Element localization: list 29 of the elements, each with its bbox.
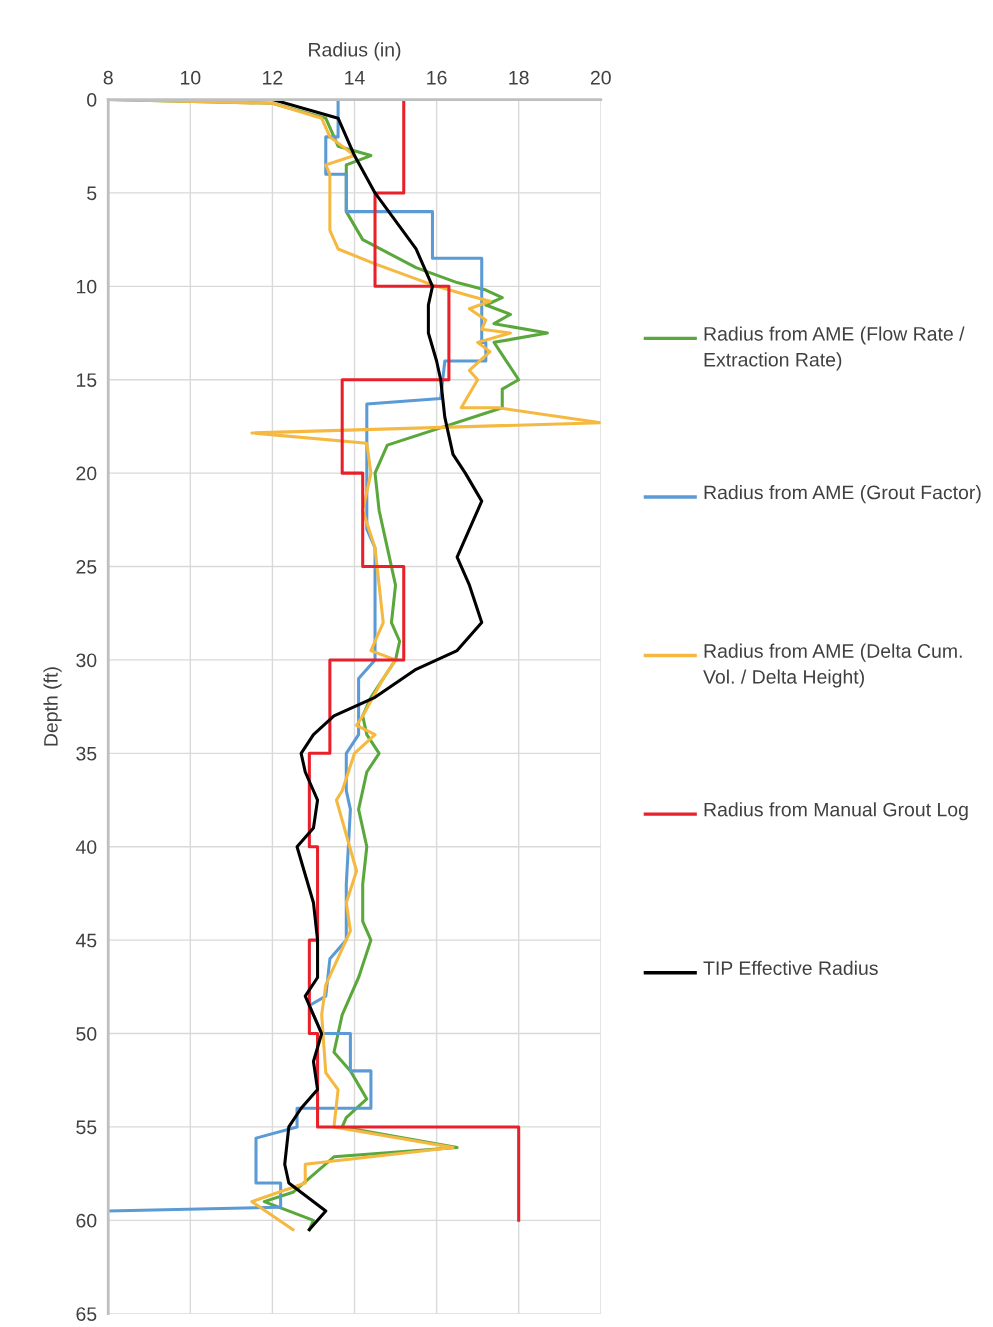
legend-label: Radius from AME (Grout Factor) — [704, 485, 981, 504]
x-tick-label: 16 — [427, 70, 447, 85]
x-tick-label: 20 — [590, 70, 611, 85]
x-tick-label: 10 — [180, 70, 201, 85]
y-tick-label: 45 — [75, 933, 97, 948]
legend-label: Radius from AME (Flow Rate / Extraction Rate) — [704, 326, 965, 371]
y-tick-label: 35 — [76, 746, 97, 761]
y-tick-label: 5 — [87, 186, 97, 201]
y-tick-label: 65 — [76, 1307, 97, 1321]
x-axis-title: Radius (in) — [309, 42, 401, 61]
x-tick-label: 8 — [103, 70, 113, 85]
y-tick-label: 15 — [76, 373, 97, 387]
x-tick-label: 18 — [509, 70, 529, 85]
y-tick-label: 10 — [76, 279, 97, 294]
legend-label: Radius from AME (Delta Cum. Vol. / Delta Height) — [703, 643, 962, 688]
y-axis-title: Depth (ft) — [43, 667, 62, 746]
legend-label: TIP Effective Radius — [703, 960, 878, 976]
y-tick-label: 40 — [75, 840, 97, 854]
y-tick-label: 30 — [76, 653, 97, 668]
legend-label: Radius from Manual Grout Log — [704, 802, 968, 821]
x-tick-label: 12 — [263, 70, 283, 85]
y-tick-label: 60 — [76, 1213, 97, 1228]
y-tick-label: 25 — [76, 559, 97, 574]
y-tick-label: 0 — [87, 92, 97, 107]
line-series — [307, 99, 521, 1222]
x-tick-label: 14 — [345, 71, 365, 85]
y-tick-label: 50 — [76, 1027, 97, 1041]
y-tick-label: 20 — [76, 466, 97, 481]
y-tick-label: 55 — [76, 1120, 97, 1135]
